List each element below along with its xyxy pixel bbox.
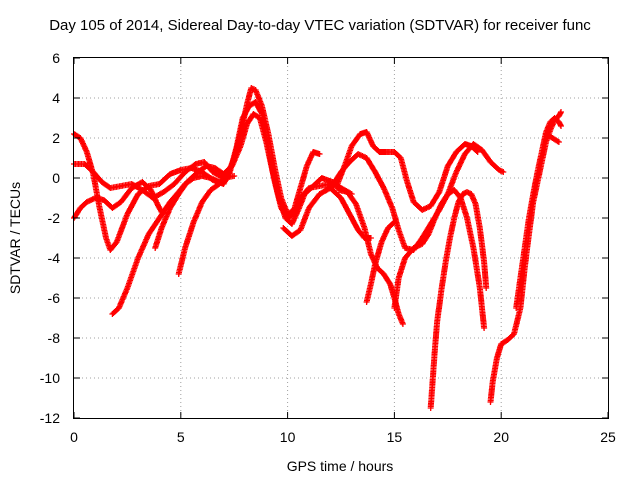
series-s7: [280, 185, 374, 241]
x-tick-label: 5: [177, 429, 185, 445]
x-tick-label: 25: [600, 429, 616, 445]
series-markers-s15: [513, 115, 564, 311]
y-tick-label: 4: [52, 90, 60, 106]
series-s6: [175, 85, 323, 277]
y-tick-label: 2: [52, 130, 60, 146]
series-s12: [391, 187, 488, 331]
series-markers-s6: [175, 85, 323, 277]
plot-frame: [73, 57, 609, 419]
x-tick-label: 15: [387, 429, 403, 445]
y-tick-label: -2: [48, 210, 61, 226]
y-tick-label: 6: [52, 50, 60, 66]
y-tick-label: -4: [48, 250, 61, 266]
series-s11: [363, 219, 398, 305]
chart-title: Day 105 of 2014, Sidereal Day-to-day VTE…: [49, 17, 591, 34]
series-s3: [71, 99, 355, 253]
series-markers-s3: [71, 99, 355, 253]
y-tick-label: -6: [48, 290, 61, 306]
x-tick-label: 10: [280, 429, 296, 445]
x-tick-label: 0: [70, 429, 78, 445]
grid-layer: [74, 58, 608, 418]
series-s13: [427, 189, 490, 411]
x-tick-label: 20: [493, 429, 509, 445]
series-s9: [333, 129, 481, 213]
y-tick-label: -8: [48, 330, 61, 346]
tick-layer: 0 5 10 15 20 25 -12 -10 -8 -6 -4 -2 0 2 4 6: [40, 50, 616, 445]
data-layer: [71, 85, 564, 411]
y-tick-label: -12: [40, 410, 60, 426]
y-tick-label: 0: [52, 170, 60, 186]
x-axis-label: GPS time / hours: [287, 458, 394, 474]
y-axis-label: SDTVAR / TECUs: [7, 182, 23, 294]
y-tick-label: -10: [40, 370, 60, 386]
series-s16: [543, 131, 562, 145]
series-s15: [513, 115, 564, 311]
